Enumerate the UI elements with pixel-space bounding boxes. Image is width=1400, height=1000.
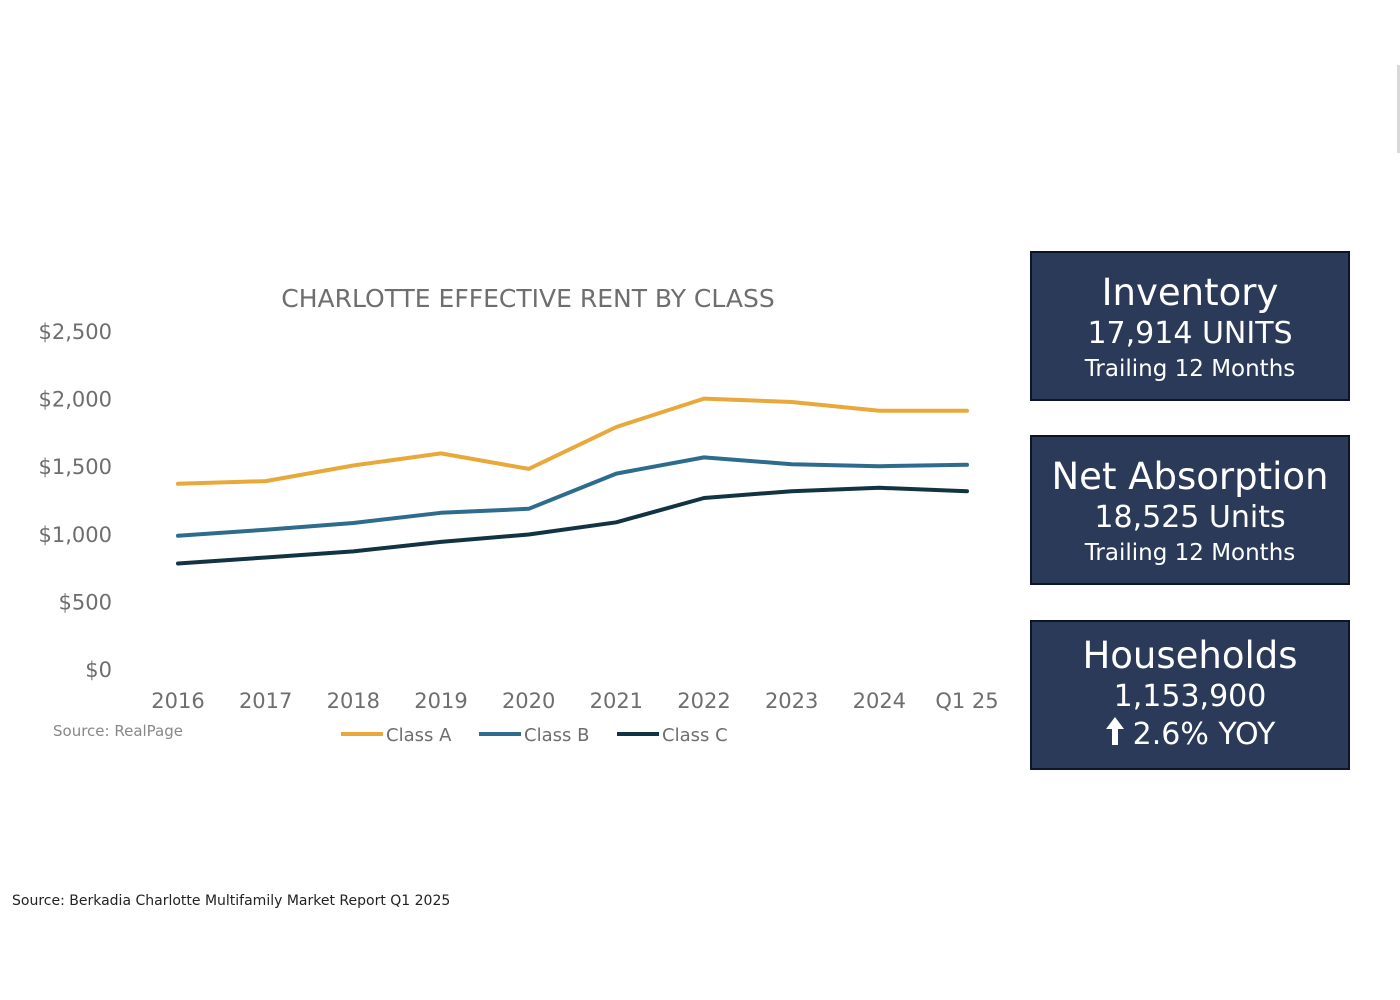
x-tick-label: 2021	[590, 689, 643, 713]
households-title: Households	[1082, 634, 1298, 677]
x-tick-label: 2018	[327, 689, 380, 713]
x-tick-label: 2024	[853, 689, 906, 713]
footer-source: Source: Berkadia Charlotte Multifamily M…	[12, 893, 451, 909]
x-tick-label: 2023	[765, 689, 818, 713]
x-tick-label: 2022	[677, 689, 730, 713]
chart-source: Source: RealPage	[53, 722, 183, 740]
x-axis-tick-labels: 2016 2017 2018 2019 2020 2021 2022 2023 2024 Q1 2…	[151, 689, 998, 713]
legend-label-class-a: Class A	[386, 725, 452, 746]
y-tick-label: $1,000	[39, 523, 112, 547]
rent-line-chart: CHARLOTTE EFFECTIVE RENT BY CLASS $0 $500…	[39, 284, 999, 746]
series-lines	[176, 396, 969, 566]
y-axis-tick-labels: $0 $500 $1,000 $1,500 $2,000 $2,500	[39, 320, 112, 682]
net-absorption-subtitle: Trailing 12 Months	[1084, 540, 1296, 566]
x-tick-label: 2020	[502, 689, 555, 713]
inventory-value: 17,914 UNITS	[1087, 316, 1293, 351]
y-tick-label: $0	[85, 658, 112, 682]
y-tick-label: $500	[59, 590, 112, 614]
page-edge-marker	[1397, 65, 1400, 153]
chart-legend: Class A Class B Class C	[341, 725, 728, 746]
inventory-card: Inventory 17,914 UNITS Trailing 12 Month…	[1030, 251, 1350, 401]
households-change-text: 2.6% YOY	[1132, 717, 1276, 752]
households-change: 2.6% YOY	[1032, 716, 1348, 754]
x-tick-label: 2019	[414, 689, 467, 713]
y-tick-label: $2,500	[39, 320, 112, 344]
net-absorption-value: 18,525 Units	[1094, 500, 1286, 535]
y-tick-label: $2,000	[39, 388, 112, 412]
series-line-class-c	[176, 485, 969, 566]
series-line-class-b	[176, 455, 969, 538]
chart-title: CHARLOTTE EFFECTIVE RENT BY CLASS	[281, 284, 774, 313]
up-arrow-icon	[1105, 717, 1124, 745]
x-tick-label: 2017	[239, 689, 292, 713]
net-absorption-title: Net Absorption	[1051, 455, 1329, 498]
legend-label-class-b: Class B	[524, 725, 589, 746]
inventory-title: Inventory	[1101, 271, 1279, 314]
households-value: 1,153,900	[1113, 679, 1267, 714]
net-absorption-card: Net Absorption 18,525 Units Trailing 12 …	[1030, 435, 1350, 585]
x-tick-label: 2016	[151, 689, 204, 713]
legend-label-class-c: Class C	[662, 725, 728, 746]
inventory-subtitle: Trailing 12 Months	[1084, 356, 1296, 382]
series-line-class-a	[176, 396, 969, 486]
x-tick-label: Q1 25	[935, 689, 998, 713]
households-card: Households 1,153,900 2.6% YOY	[1030, 620, 1350, 770]
y-tick-label: $1,500	[39, 455, 112, 479]
